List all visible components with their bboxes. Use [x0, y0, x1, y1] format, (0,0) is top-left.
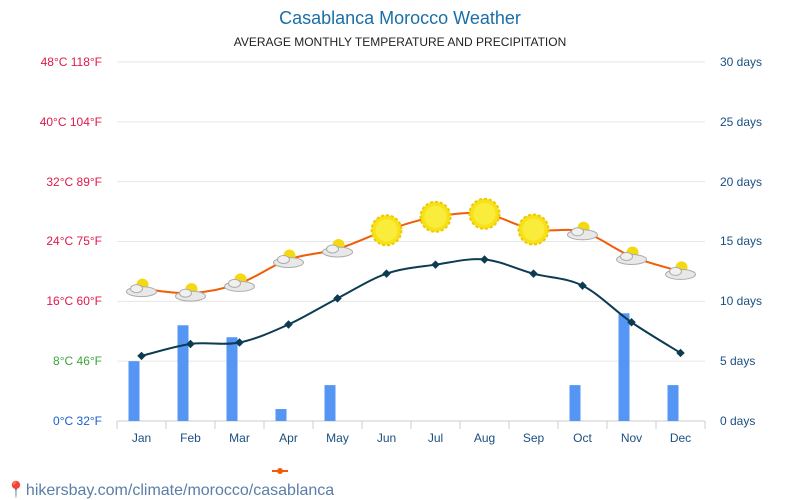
night-point [578, 281, 587, 290]
x-tick-label: Jul [427, 431, 444, 445]
chart-subtitle: AVERAGE MONTHLY TEMPERATURE AND PRECIPIT… [233, 35, 567, 49]
sun-icon [419, 200, 452, 233]
footer-text: hikersbay.com/climate/morocco/casablanca [25, 482, 335, 499]
sun-icon [517, 213, 550, 246]
night-point [284, 320, 293, 329]
y-tick-label: 16°C 60°F [46, 294, 102, 308]
night-point [186, 339, 195, 349]
night-line [141, 258, 682, 357]
x-tick-label: Feb [180, 431, 201, 445]
sun-icon [468, 197, 501, 230]
day-line [141, 212, 681, 295]
y2-tick-label: 30 days [720, 55, 763, 69]
footer-link[interactable]: 📍hikersbay.com/climate/morocco/casablanc… [6, 480, 334, 500]
y-tick-label: 48°C 118°F [40, 55, 102, 69]
rain-bar [618, 313, 630, 421]
partly-cloudy-icon [322, 238, 353, 258]
rain-bar [177, 325, 189, 421]
legend-day[interactable] [272, 468, 288, 474]
y2-tick-label: 0 days [720, 414, 756, 428]
night-point [333, 294, 342, 303]
partly-cloudy-icon [175, 283, 206, 302]
rain-bar [275, 409, 287, 421]
x-tick-label: Jun [376, 431, 397, 445]
night-point [676, 348, 685, 358]
partly-cloudy-icon [567, 221, 598, 241]
y2-tick-label: 20 days [720, 175, 763, 189]
rain-bar [226, 337, 238, 421]
partly-cloudy-icon [273, 249, 304, 268]
x-tick-label: Apr [279, 431, 298, 445]
y-tick-label: 0°C 32°F [53, 414, 102, 428]
x-tick-label: Nov [620, 431, 643, 445]
x-tick-label: Aug [473, 431, 496, 445]
sun-icon [370, 214, 403, 247]
rain-bar [569, 385, 581, 421]
night-point [529, 269, 538, 278]
y2-tick-label: 15 days [720, 234, 763, 248]
partly-cloudy-icon [616, 246, 647, 265]
x-tick-label: Oct [573, 431, 592, 445]
night-point [431, 260, 440, 269]
pin-icon: 📍 [6, 482, 26, 499]
y-tick-label: 8°C 46°F [53, 354, 102, 368]
night-point [382, 269, 391, 278]
partly-cloudy-icon [665, 261, 696, 280]
partly-cloudy-icon [126, 278, 157, 298]
chart-title: Casablanca Morocco Weather [279, 8, 521, 28]
partly-cloudy-icon [224, 273, 255, 292]
y2-tick-label: 10 days [720, 294, 763, 308]
night-point [627, 318, 636, 327]
rain-bar [324, 385, 336, 421]
x-tick-label: Jan [131, 431, 152, 445]
night-point [137, 351, 146, 361]
rain-bar [667, 385, 679, 421]
y-tick-label: 40°C 104°F [39, 115, 102, 129]
x-tick-label: Dec [669, 431, 692, 445]
night-point [480, 255, 489, 264]
x-tick-label: Mar [229, 431, 250, 445]
y2-tick-label: 25 days [720, 115, 763, 129]
y-tick-label: 32°C 89°F [46, 175, 102, 189]
x-tick-label: Sep [522, 431, 545, 445]
night-point [235, 338, 244, 347]
x-tick-label: May [326, 431, 349, 445]
rain-bar [128, 361, 140, 421]
y-tick-label: 24°C 75°F [46, 234, 102, 248]
y2-tick-label: 5 days [720, 354, 756, 368]
